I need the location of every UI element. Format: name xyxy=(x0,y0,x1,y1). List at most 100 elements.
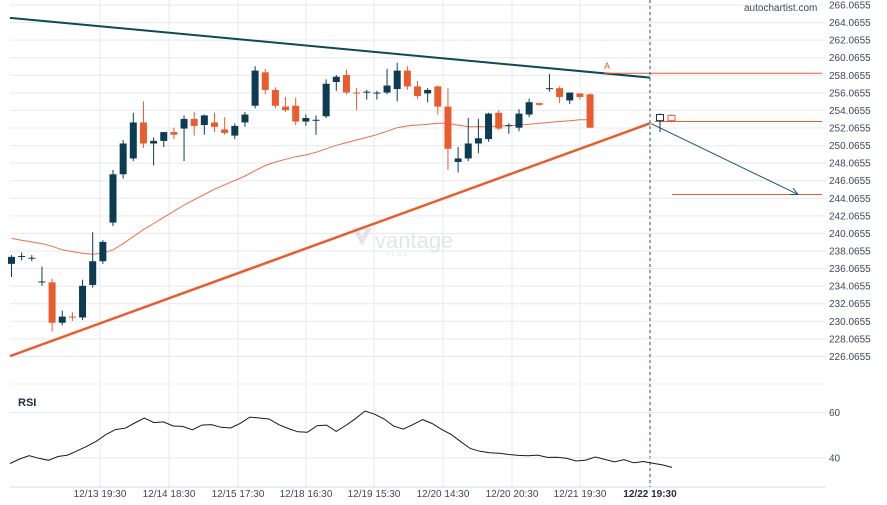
candle-body xyxy=(241,114,249,123)
price-tick-label: 228.0655 xyxy=(829,334,871,345)
candle xyxy=(180,115,188,162)
forecast-arrow-head xyxy=(789,187,800,195)
candle xyxy=(89,232,97,288)
candle-body xyxy=(109,174,117,223)
time-tick-label: 12/21 19:30 xyxy=(554,489,607,500)
candle-body xyxy=(8,256,15,264)
projected-candle xyxy=(667,114,676,123)
candle xyxy=(38,266,46,286)
candle xyxy=(119,139,127,179)
price-tick-label: 246.0655 xyxy=(829,176,871,187)
candle-body xyxy=(332,76,340,83)
candle xyxy=(99,240,107,264)
candle-body xyxy=(414,86,421,97)
candle xyxy=(190,111,198,136)
candle xyxy=(170,127,178,140)
watermark-sub: PLUS xyxy=(386,252,410,258)
candle xyxy=(292,97,300,126)
price-tick-label: 260.0655 xyxy=(829,53,871,64)
candle-body xyxy=(434,86,442,107)
candle xyxy=(485,112,493,142)
price-tick-label: 266.0655 xyxy=(829,1,871,12)
candle xyxy=(68,312,76,321)
candle-body xyxy=(211,122,218,127)
candle xyxy=(221,117,229,135)
candle xyxy=(8,255,15,278)
rsi-tick-label: 40 xyxy=(829,453,841,464)
grid xyxy=(10,0,826,488)
time-tick-label: 12/20 14:30 xyxy=(417,489,470,500)
price-tick-label: 236.0655 xyxy=(829,264,871,275)
candle xyxy=(515,109,523,132)
price-tick-label: 240.0655 xyxy=(829,229,871,240)
time-tick-label: 12/13 19:30 xyxy=(74,489,127,500)
candle xyxy=(586,93,594,128)
moving-average xyxy=(11,119,591,255)
time-tick-label: 12/15 17:30 xyxy=(212,489,265,500)
forecast-arrow-line xyxy=(650,123,799,195)
candle xyxy=(393,62,401,102)
price-axis: 266.0655 264.0655 262.0655 260.0655 258.0655… xyxy=(829,1,871,363)
candle xyxy=(444,88,452,170)
rsi-tick-label: 60 xyxy=(829,408,841,419)
candle xyxy=(505,123,513,134)
candle-body xyxy=(139,122,147,144)
price-tick-label: 258.0655 xyxy=(829,71,871,82)
candle xyxy=(129,112,137,162)
candle xyxy=(353,88,361,111)
candle-body xyxy=(586,94,594,128)
candle-body xyxy=(535,103,543,105)
time-tick-label: 12/14 18:30 xyxy=(143,489,196,500)
rsi-panel: 60 40 xyxy=(9,408,841,468)
candle-body xyxy=(474,138,482,144)
rsi-label: RSI xyxy=(18,397,36,409)
candle-body xyxy=(119,143,127,175)
candle xyxy=(282,96,290,112)
watermark: vantage PLUS xyxy=(352,228,453,258)
candle-body xyxy=(322,83,330,117)
candle-body xyxy=(251,70,259,106)
price-tick-label: 226.0655 xyxy=(829,352,871,363)
candle xyxy=(58,310,66,326)
candle-body xyxy=(464,143,472,159)
projected-candle-body xyxy=(667,114,676,122)
price-tick-label: 232.0655 xyxy=(829,299,871,310)
resistance-trendline xyxy=(9,16,651,79)
price-tick-label: 238.0655 xyxy=(829,247,871,258)
candle-body xyxy=(38,281,46,283)
candle-body xyxy=(261,72,269,90)
time-axis: 12/13 19:30 12/14 18:30 12/15 17:30 12/18 1… xyxy=(74,489,678,500)
candle xyxy=(556,86,564,104)
price-tick-label: 252.0655 xyxy=(829,124,871,135)
candle xyxy=(160,132,168,148)
time-tick-label: 12/22 19:30 xyxy=(623,489,677,500)
support-trendline xyxy=(9,122,651,358)
candle-body xyxy=(363,91,371,93)
candle-body xyxy=(292,105,300,122)
candle xyxy=(403,66,411,90)
candle xyxy=(139,101,147,148)
candle xyxy=(545,74,553,92)
candle xyxy=(312,115,320,135)
candle-body xyxy=(515,113,523,128)
candle-body xyxy=(485,113,493,140)
candle xyxy=(200,114,208,135)
price-tick-label: 250.0655 xyxy=(829,141,871,152)
price-tick-label: 242.0655 xyxy=(829,211,871,222)
candle-body xyxy=(200,115,208,126)
price-tick-label: 254.0655 xyxy=(829,106,871,117)
candle-body xyxy=(190,118,198,126)
price-tick-label: 244.0655 xyxy=(829,194,871,205)
candle xyxy=(251,66,259,109)
candle xyxy=(434,85,442,115)
candles xyxy=(8,62,676,332)
candle xyxy=(535,103,543,106)
candle xyxy=(271,87,279,109)
candle xyxy=(414,81,421,99)
time-tick-label: 12/20 20:30 xyxy=(486,489,539,500)
candle-body xyxy=(556,88,564,97)
candle-body xyxy=(221,129,229,133)
candle xyxy=(342,69,350,95)
candle-body xyxy=(444,106,452,149)
candle xyxy=(48,278,56,332)
